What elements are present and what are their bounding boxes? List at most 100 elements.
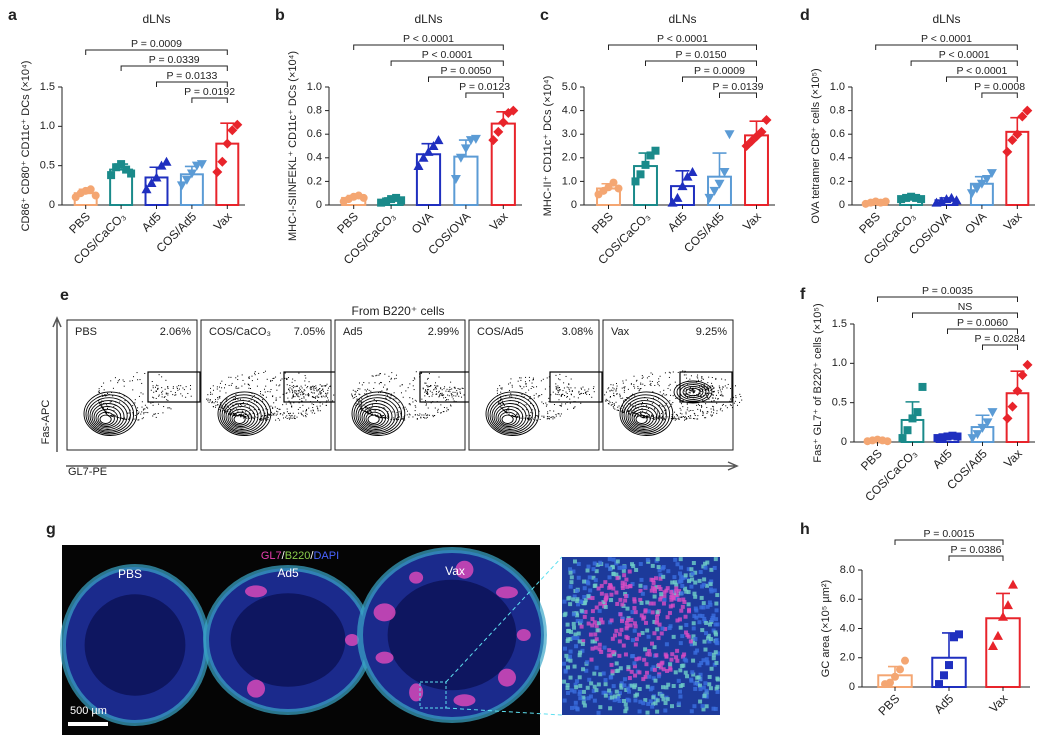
flow-dot [367, 410, 369, 412]
flow-dot [456, 394, 458, 396]
flow-dot [548, 376, 550, 378]
data-point [966, 189, 977, 199]
inset-texture [684, 622, 689, 627]
flow-contour [493, 403, 527, 430]
inset-texture [696, 675, 701, 680]
flow-dot [307, 393, 309, 395]
flow-dot [658, 417, 660, 419]
inset-texture [665, 586, 670, 591]
flow-dot [613, 392, 615, 394]
data-point [1022, 359, 1033, 370]
flow-dot [246, 403, 248, 405]
inset-texture [704, 704, 709, 709]
flow-contour [83, 391, 138, 436]
flow-dot [520, 377, 522, 379]
inset-texture [686, 634, 691, 639]
flow-dot [669, 389, 671, 391]
flow-dot [387, 411, 389, 413]
inset-texture [612, 698, 617, 703]
inset-texture [630, 610, 635, 615]
flow-dot [105, 412, 107, 414]
flow-dot [235, 403, 237, 405]
flow-dot [529, 396, 531, 398]
flow-dot [426, 378, 428, 380]
flow-dot [303, 396, 305, 398]
flow-dot [376, 374, 378, 376]
flow-dot [427, 385, 429, 387]
inset-texture [711, 652, 716, 657]
inset-texture [569, 688, 574, 693]
data-point [897, 195, 906, 204]
flow-dot [643, 416, 645, 418]
flow-dot [713, 394, 715, 396]
flow-dot [686, 403, 688, 405]
flow-dot [300, 394, 302, 396]
inset-texture [680, 634, 685, 639]
inset-texture [595, 628, 600, 633]
inset-texture [569, 629, 574, 634]
inset-texture [715, 684, 720, 689]
flow-dot [668, 371, 670, 373]
inset-texture [665, 668, 670, 673]
flow-dot [362, 410, 364, 412]
data-point [107, 171, 116, 180]
flow-dot [546, 404, 548, 406]
inset-texture [659, 661, 664, 666]
inset-texture [575, 597, 580, 602]
flow-contour [367, 414, 380, 424]
flow-dot [427, 393, 429, 395]
flow-dot [642, 410, 644, 412]
flow-dot [675, 397, 677, 399]
inset-texture [615, 697, 620, 702]
flow-dot [249, 417, 251, 419]
flow-dot [430, 402, 432, 404]
flow-dot [251, 396, 253, 398]
flow-dot [231, 410, 233, 412]
flow-dot [259, 412, 261, 414]
data-point [936, 196, 947, 206]
inset-texture [711, 613, 716, 618]
inset-texture [648, 601, 653, 606]
flow-dot [206, 398, 208, 400]
flow-dot [672, 395, 674, 397]
flow-dot [308, 395, 310, 397]
flow-dot [276, 389, 278, 391]
inset-texture [626, 686, 631, 691]
flow-dot [250, 388, 252, 390]
flow-dot [638, 390, 640, 392]
flow-dot [248, 377, 250, 379]
significance-bracket [981, 92, 1018, 98]
flow-dot [716, 412, 718, 414]
flow-dot [451, 388, 453, 390]
lymph-node-core [387, 579, 517, 691]
flow-dot [640, 416, 642, 418]
flow-dot [161, 396, 163, 398]
flow-dot [306, 408, 308, 410]
flow-dot [262, 409, 264, 411]
inset-texture [678, 625, 683, 630]
flow-dot [219, 402, 221, 404]
inset-texture [670, 593, 675, 598]
inset-texture [606, 653, 611, 658]
flow-dot [652, 397, 654, 399]
flow-dot [424, 389, 426, 391]
inset-texture [707, 622, 712, 627]
inset-texture [627, 689, 632, 694]
flow-dot [264, 412, 266, 414]
data-point [902, 193, 911, 202]
inset-texture [650, 610, 655, 615]
flow-dot [219, 397, 221, 399]
data-point [112, 163, 121, 172]
flow-dot [364, 389, 366, 391]
flow-dot [722, 395, 724, 397]
flow-dot [319, 402, 321, 404]
significance-label: NS [958, 301, 973, 313]
flow-dot [412, 416, 414, 418]
inset-texture [593, 645, 598, 650]
lymph-node-core [230, 593, 346, 687]
flow-dot [275, 376, 277, 378]
flow-dot [298, 396, 300, 398]
flow-dot [645, 404, 647, 406]
flow-dot [443, 397, 445, 399]
inset-texture [568, 567, 573, 572]
